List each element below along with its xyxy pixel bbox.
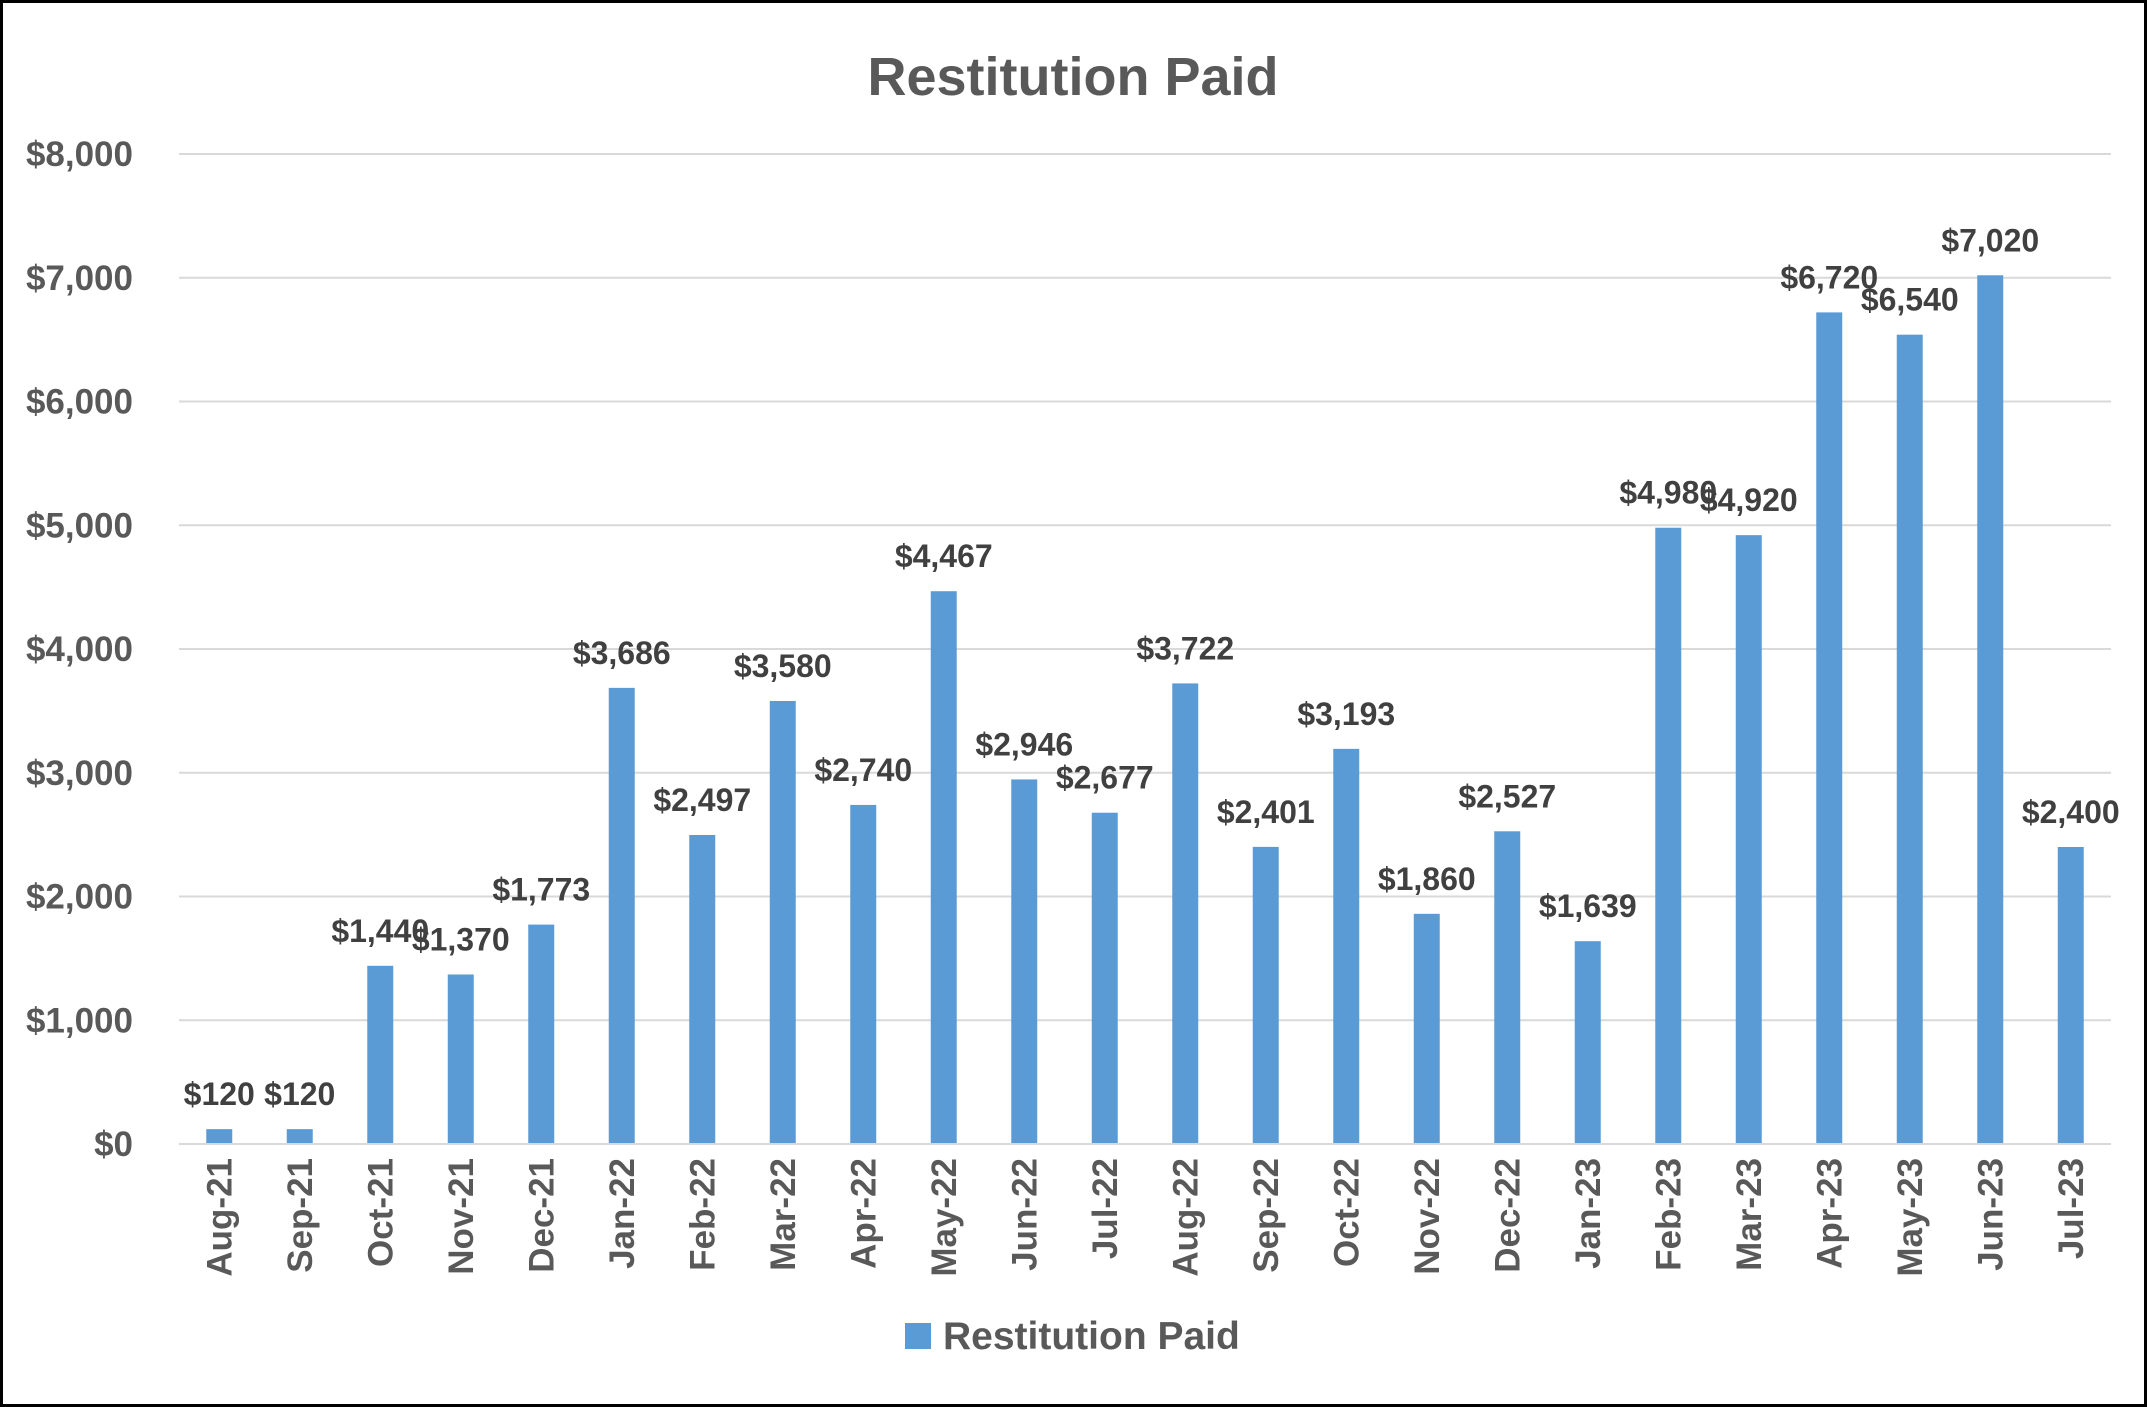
y-axis: $0 $1,000 $2,000 $3,000 $4,000 $5,000 $6,000 $7… — [26, 135, 133, 1164]
legend-swatch — [905, 1323, 931, 1349]
bar[interactable] — [367, 965, 394, 1144]
x-tick-label: Apr-23 — [1810, 1158, 1849, 1269]
data-label: $1,773 — [492, 872, 590, 908]
data-label: $2,740 — [814, 752, 912, 788]
y-tick-label: $4,000 — [26, 630, 133, 669]
bar[interactable] — [286, 1129, 313, 1144]
bar[interactable] — [1333, 748, 1360, 1144]
y-tick-label: $7,000 — [26, 259, 133, 298]
data-label: $2,677 — [1056, 760, 1154, 796]
y-tick-label: $1,000 — [26, 1001, 133, 1040]
bar[interactable] — [1735, 535, 1762, 1144]
data-label: $1,440 — [331, 913, 429, 949]
data-label: $1,860 — [1378, 861, 1476, 897]
bar[interactable] — [528, 924, 555, 1144]
chart-title: Restitution Paid — [867, 47, 1278, 107]
bar[interactable] — [1172, 683, 1199, 1144]
bar[interactable] — [850, 804, 877, 1144]
x-tick-label: Dec-21 — [522, 1158, 561, 1273]
x-axis: Aug-21 Sep-21 Oct-21 Nov-21 Dec-21 Jan-22 Feb-… — [179, 1143, 2111, 1277]
x-tick-label: Jan-23 — [1569, 1158, 1608, 1269]
x-tick-label: Dec-22 — [1488, 1158, 1527, 1273]
x-tick-label: Jun-23 — [1971, 1158, 2010, 1271]
bar[interactable] — [930, 591, 957, 1144]
bar[interactable] — [1977, 275, 2004, 1144]
x-tick-label: Mar-22 — [764, 1158, 803, 1271]
bar[interactable] — [2057, 847, 2084, 1144]
bar[interactable] — [1655, 527, 1682, 1144]
data-label: $1,370 — [412, 921, 510, 957]
data-label: $3,580 — [734, 648, 832, 684]
data-label: $3,193 — [1297, 696, 1395, 732]
x-tick-label: Jun-22 — [1005, 1158, 1044, 1271]
x-tick-label: Nov-21 — [442, 1158, 481, 1275]
x-tick-label: Nov-22 — [1408, 1158, 1447, 1275]
x-tick-label: Feb-22 — [683, 1158, 722, 1271]
x-tick-label: Sep-22 — [1247, 1158, 1286, 1273]
data-label: $120 — [184, 1076, 255, 1112]
data-label: $4,467 — [895, 538, 993, 574]
data-label: $3,686 — [573, 635, 671, 671]
data-labels: $120 $120 $1,440$1,370 $1,773 $3,686 $2,497 $3… — [184, 222, 2120, 1112]
data-label: $1,639 — [1539, 888, 1637, 924]
y-tick-label: $2,000 — [26, 878, 133, 917]
bar[interactable] — [1574, 941, 1601, 1144]
bar[interactable] — [1494, 831, 1521, 1144]
data-label: $3,722 — [1136, 630, 1234, 666]
data-label: $7,020 — [1941, 222, 2039, 258]
bar[interactable] — [1091, 812, 1118, 1144]
bar[interactable] — [769, 700, 796, 1144]
bar[interactable] — [1252, 846, 1279, 1144]
legend-label: Restitution Paid — [943, 1315, 1240, 1358]
x-tick-label: Apr-22 — [844, 1158, 883, 1269]
bar[interactable] — [608, 687, 635, 1144]
y-tick-label: $8,000 — [26, 135, 133, 174]
bar[interactable] — [1413, 913, 1440, 1144]
data-label: $2,400 — [2022, 794, 2120, 830]
bar[interactable] — [206, 1129, 233, 1144]
bar[interactable] — [1896, 334, 1923, 1144]
data-label: $4,920 — [1700, 482, 1798, 518]
x-tick-label: Aug-21 — [200, 1158, 239, 1277]
data-label: $2,497 — [653, 782, 751, 818]
bar[interactable] — [1011, 779, 1038, 1144]
bar-series — [206, 275, 2084, 1144]
x-tick-label: Sep-21 — [281, 1158, 320, 1273]
x-tick-label: Jul-22 — [1086, 1158, 1125, 1259]
x-tick-label: May-22 — [925, 1158, 964, 1277]
data-label: $4,980 — [1619, 475, 1717, 511]
data-label: $6,540 — [1861, 282, 1959, 318]
x-tick-label: Aug-22 — [1166, 1158, 1205, 1277]
data-label: $2,946 — [975, 726, 1073, 762]
x-tick-label: Feb-23 — [1649, 1158, 1688, 1271]
y-tick-label: $5,000 — [26, 506, 133, 545]
y-tick-label: $3,000 — [26, 754, 133, 793]
y-tick-label: $6,000 — [26, 383, 133, 422]
data-label: $6,720 — [1780, 259, 1878, 295]
y-tick-label: $0 — [94, 1125, 133, 1164]
legend[interactable]: Restitution Paid — [905, 1315, 1240, 1358]
x-tick-label: Oct-22 — [1327, 1158, 1366, 1267]
x-tick-label: Oct-21 — [361, 1158, 400, 1267]
data-label: $2,401 — [1217, 794, 1315, 830]
x-tick-label: May-23 — [1891, 1158, 1930, 1277]
restitution-bar-chart: Restitution Paid $0 $1,000 $2,000 $3,000 $4,… — [26, 47, 2120, 1358]
gridlines — [179, 153, 2111, 1022]
bar[interactable] — [689, 834, 716, 1144]
bar[interactable] — [447, 974, 474, 1144]
x-tick-label: Mar-23 — [1730, 1158, 1769, 1271]
data-label: $120 — [264, 1076, 335, 1112]
bar[interactable] — [1816, 312, 1843, 1144]
data-label: $2,527 — [1458, 778, 1556, 814]
x-tick-label: Jan-22 — [603, 1158, 642, 1269]
x-tick-label: Jul-23 — [2052, 1158, 2091, 1259]
